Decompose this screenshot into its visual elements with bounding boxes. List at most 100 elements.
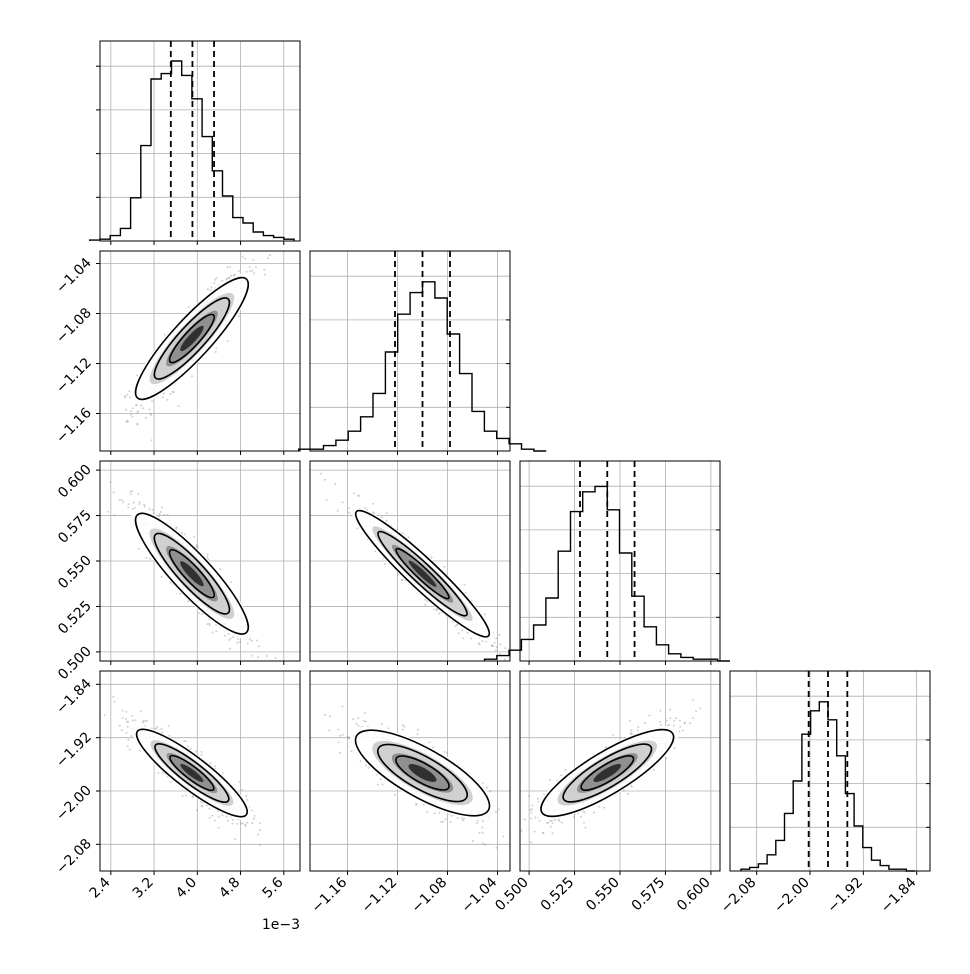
sample-point [195, 751, 197, 753]
sample-point [329, 716, 331, 718]
panel-frame [310, 251, 510, 451]
sample-point [673, 725, 675, 727]
sample-point [230, 581, 232, 583]
sample-point [222, 772, 224, 774]
x-tick-label: −1.08 [409, 875, 451, 917]
sample-point [467, 632, 469, 634]
sample-point [212, 632, 214, 634]
sample-point [434, 812, 436, 814]
sample-point [524, 818, 526, 820]
sample-point [114, 701, 116, 703]
y-tick-label: −1.08 [53, 305, 95, 347]
sample-point [257, 834, 259, 836]
sample-point [417, 729, 419, 731]
sample-point [380, 778, 382, 780]
sample-point [482, 842, 484, 844]
sample-point [119, 725, 121, 727]
sample-point [149, 508, 151, 510]
sample-point [133, 502, 135, 504]
sample-point [630, 729, 632, 731]
sample-point [127, 745, 129, 747]
sample-point [246, 271, 248, 273]
sample-point [360, 760, 362, 762]
sample-point [408, 536, 410, 538]
sample-point [127, 721, 129, 723]
sample-point [211, 815, 213, 817]
sample-point [222, 814, 224, 816]
sample-point [191, 375, 193, 377]
sample-point [236, 823, 238, 825]
sample-point [495, 811, 497, 813]
sample-point [128, 390, 130, 392]
sample-point [130, 735, 132, 737]
sample-point [201, 805, 203, 807]
sample-point [239, 781, 241, 783]
sample-point [357, 717, 359, 719]
sample-point [159, 513, 161, 515]
sample-point [259, 822, 261, 824]
sample-point [500, 643, 502, 645]
sample-point [104, 714, 106, 716]
sample-point [351, 750, 353, 752]
sample-point [426, 600, 428, 602]
sample-point [486, 787, 488, 789]
sample-point [251, 640, 253, 642]
sample-point [112, 696, 114, 698]
sample-point [477, 820, 479, 822]
sample-point [494, 642, 496, 644]
sample-point [207, 288, 209, 290]
sample-point [402, 724, 404, 726]
x-tick-label: 4.0 [173, 875, 200, 902]
scatter-panel-p1-p3: −1.16−1.12−1.08−1.04 [309, 671, 510, 916]
sample-point [415, 803, 417, 805]
sample-point [253, 272, 255, 274]
sample-point [485, 844, 487, 846]
sample-point [580, 816, 582, 818]
sample-point [131, 416, 133, 418]
sample-point [228, 639, 230, 641]
sample-point [386, 512, 388, 514]
sample-point [357, 495, 359, 497]
sample-point [215, 630, 217, 632]
sample-point [339, 752, 341, 754]
sample-point [135, 405, 137, 407]
sample-point [137, 493, 139, 495]
sample-point [363, 720, 365, 722]
sample-point [129, 491, 131, 493]
sample-point [432, 746, 434, 748]
sample-point [394, 794, 396, 796]
sample-point [495, 649, 497, 651]
x-tick-label: 5.6 [260, 874, 287, 901]
x-tick-label: 2.4 [87, 874, 114, 901]
sample-point [479, 832, 481, 834]
sample-point [156, 728, 158, 730]
sample-point [125, 718, 127, 720]
sample-point [142, 407, 144, 409]
sample-point [214, 820, 216, 822]
density-contours [340, 495, 505, 653]
sample-point [201, 754, 203, 756]
sample-point [481, 640, 483, 642]
sample-point [161, 506, 163, 508]
sample-point [342, 501, 344, 503]
sample-point [227, 266, 229, 268]
sample-point [382, 783, 384, 785]
sample-point [130, 493, 132, 495]
sample-point [256, 640, 258, 642]
sample-point [470, 638, 472, 640]
sample-point [257, 656, 259, 658]
sample-point [139, 750, 141, 752]
sample-point [337, 729, 339, 731]
sample-point [126, 732, 128, 734]
sample-point [206, 556, 208, 558]
sample-point [169, 735, 171, 737]
sample-point [472, 840, 474, 842]
sample-point [264, 274, 266, 276]
sample-point [230, 637, 232, 639]
sample-point [148, 409, 150, 411]
sample-point [476, 822, 478, 824]
sample-point [167, 514, 169, 516]
sample-point [675, 717, 677, 719]
sample-point [324, 714, 326, 716]
